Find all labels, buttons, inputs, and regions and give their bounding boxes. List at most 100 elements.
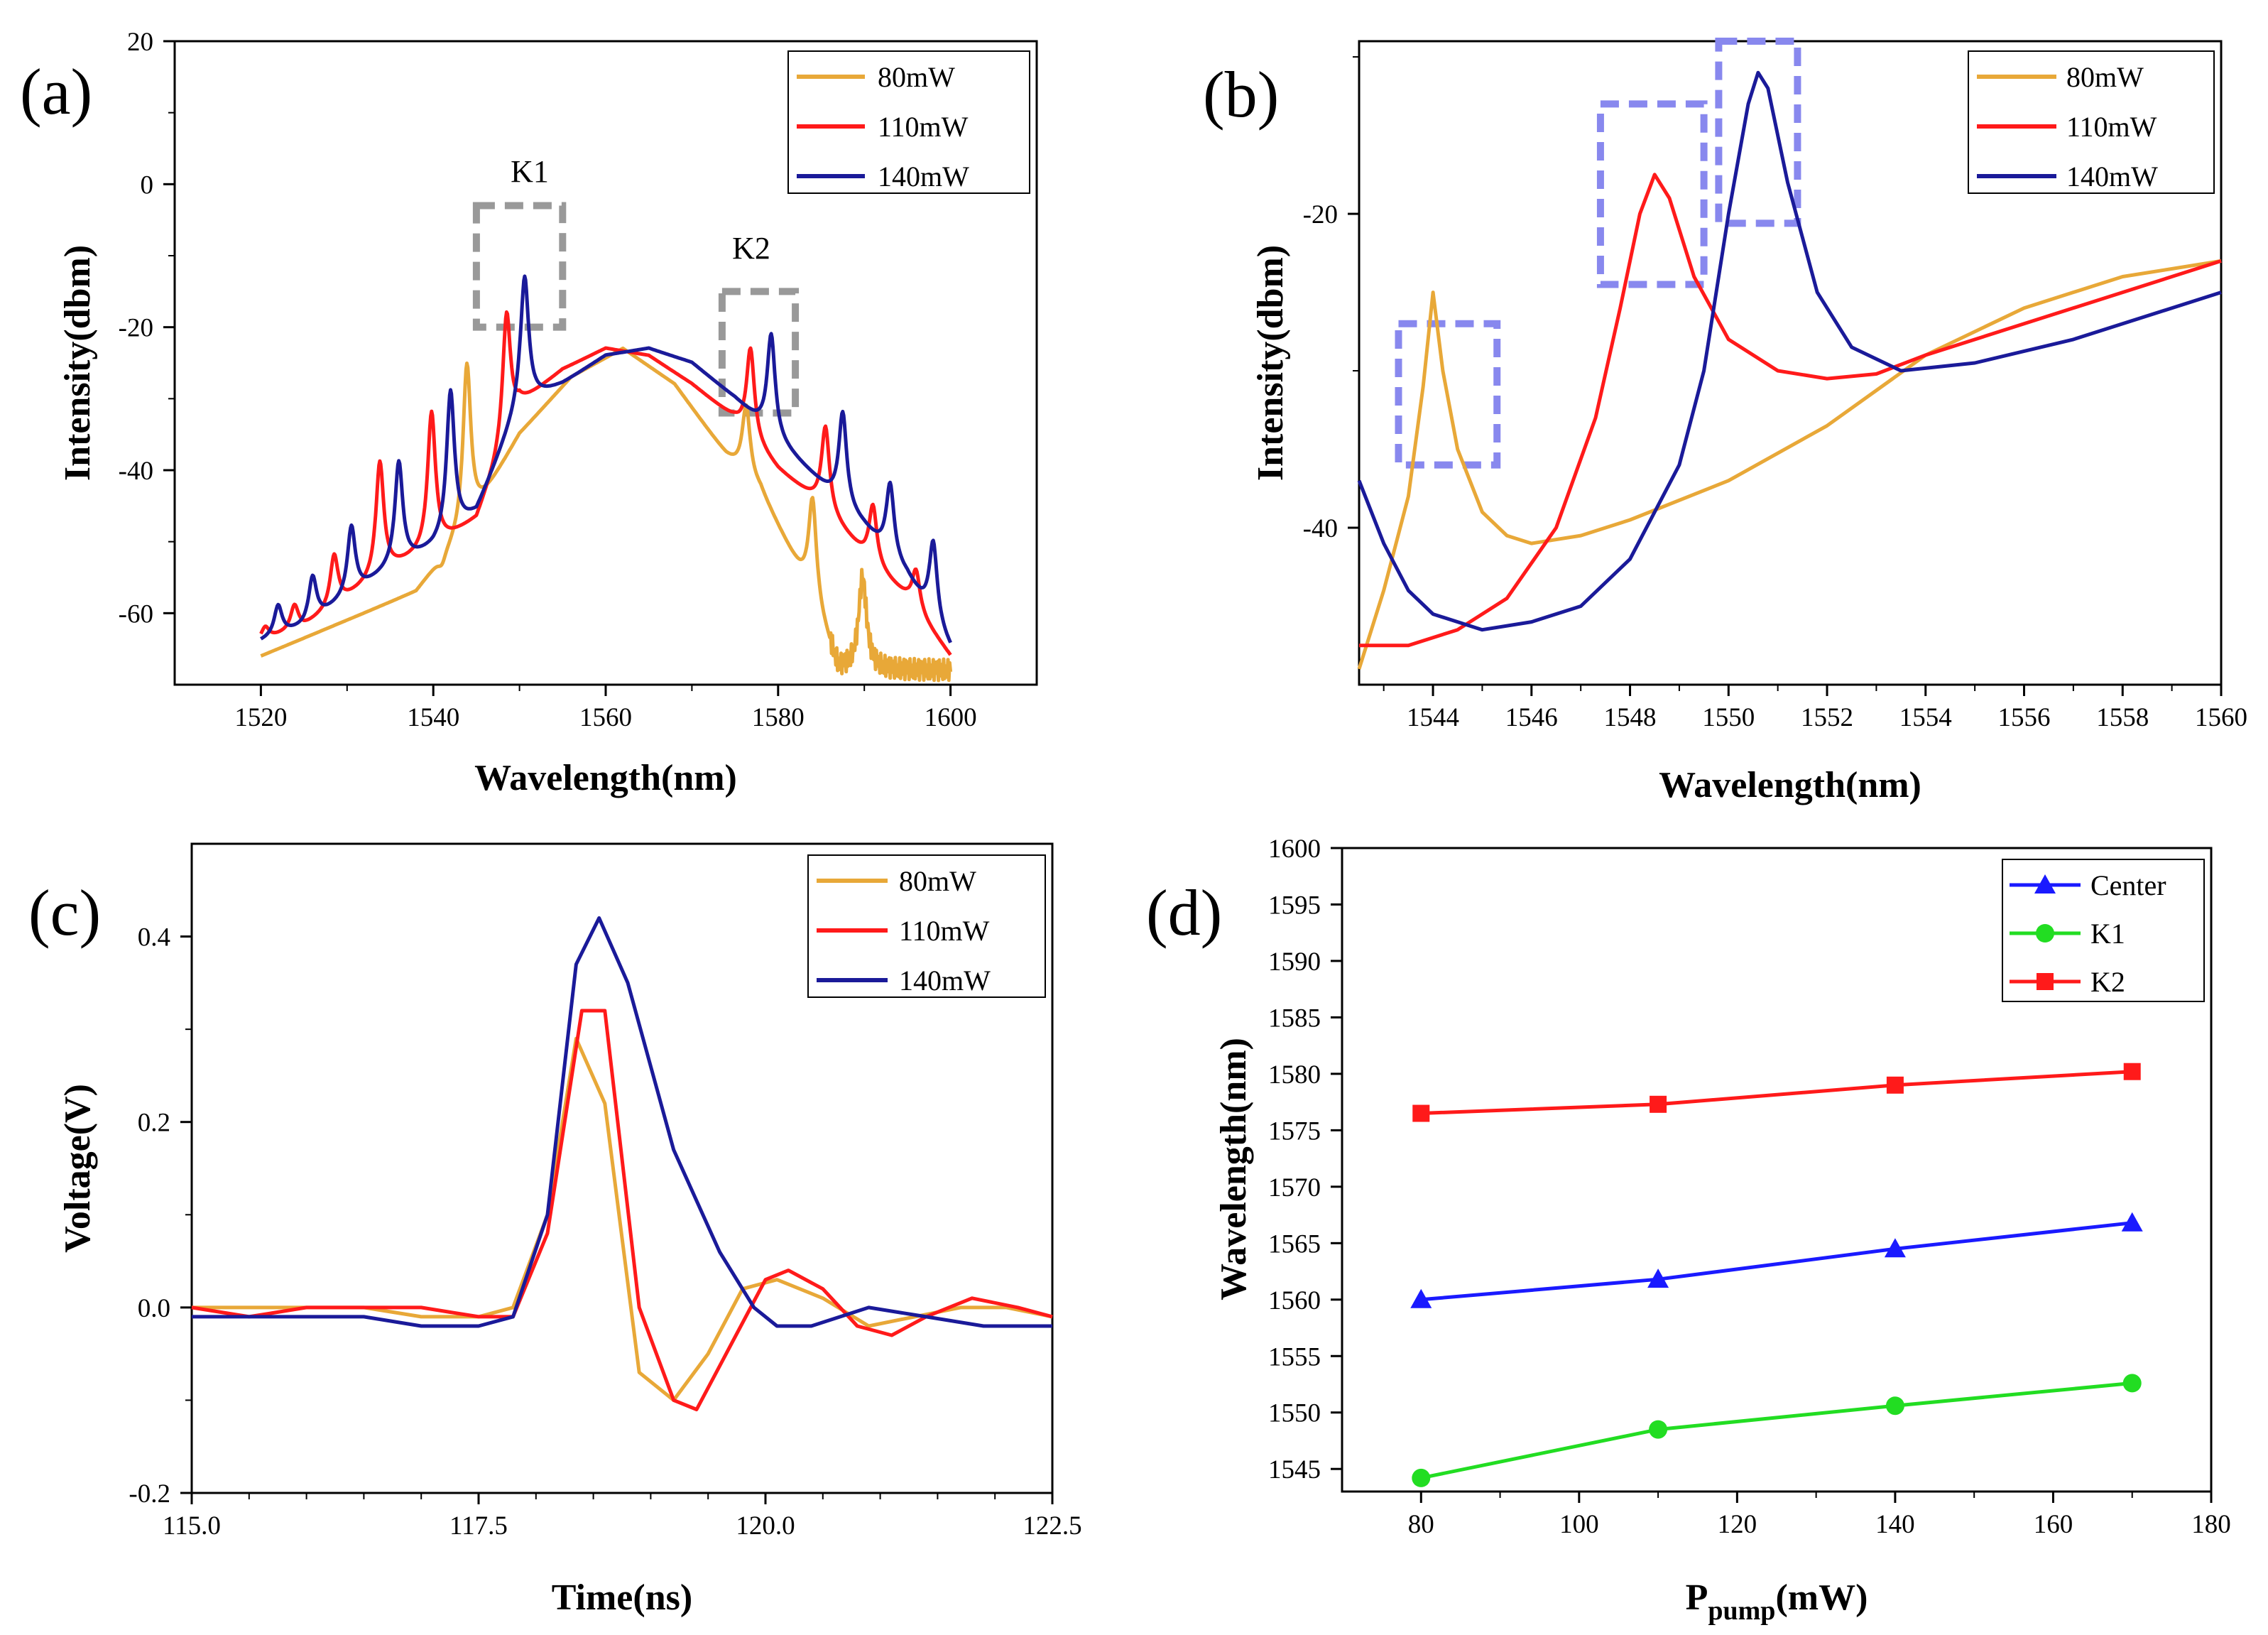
panel-d: (d) 80 100 120 140 160 180 1545 1550 1555 1560 156…	[1146, 835, 2231, 1626]
panel-d-xlabel-unit: (mW)	[1775, 1577, 1868, 1618]
panel-c-line-80mw	[192, 1036, 1053, 1402]
panel-b-legend-110mw: 110mW	[2066, 111, 2157, 143]
panel-a-box-1	[472, 202, 567, 331]
panel-a-line-80mw	[260, 346, 953, 683]
d-ytick-label: 1580	[1268, 1060, 1321, 1090]
panel-d-point-k2	[1886, 1076, 1904, 1094]
panel-c-line-110mw	[191, 1009, 1053, 1411]
d-xtick-label: 160	[2034, 1510, 2073, 1539]
panel-d-letter: (d)	[1146, 876, 1222, 949]
b-xtick-label: 1558	[2096, 703, 2149, 732]
panel-a-ylabel: Intensity(dbm)	[58, 245, 98, 481]
a-xtick-label: 1560	[579, 703, 632, 732]
b-xtick-label: 1548	[1604, 703, 1657, 732]
panel-d-series	[1410, 1063, 2143, 1487]
panel-b-line-110mw	[1359, 173, 2222, 648]
panel-d-point-k1	[1649, 1420, 1668, 1439]
a-ytick-label: 20	[127, 28, 153, 57]
panel-d-point-center	[1410, 1288, 1432, 1308]
panel-c-series	[191, 916, 1053, 1411]
b-ytick-label: -40	[1303, 514, 1338, 543]
panel-b-legend-140mw: 140mW	[2066, 161, 2158, 192]
a-xtick-label: 1520	[234, 703, 287, 732]
a-xtick-label: 1580	[752, 703, 805, 732]
panel-a-legend-110mw: 110mW	[878, 111, 969, 143]
panel-d-point-k2	[2123, 1063, 2141, 1080]
panel-c-xlabel: Time(ns)	[552, 1577, 692, 1618]
panel-c-legend: 80mW 110mW 140mW	[807, 854, 1046, 998]
panel-c: (c) 115.0 117.5 120.0 122.5 0.4 0.2 0.0 -0.2 80…	[28, 842, 1082, 1618]
b-xtick-label: 1550	[1702, 703, 1755, 732]
panel-d-point-k2	[1650, 1095, 1667, 1113]
panel-a-annotation-k2: K2	[732, 231, 770, 266]
b-xtick-label: 1556	[1998, 703, 2051, 732]
d-xtick-label: 80	[1408, 1510, 1434, 1539]
b-xtick-label: 1546	[1505, 703, 1558, 732]
panel-a-line-140mw	[260, 274, 952, 643]
c-ytick-label: 0.0	[138, 1294, 170, 1323]
panel-a-box-2	[718, 288, 800, 417]
panel-a-ticks	[163, 40, 952, 696]
panel-d-legend-marker-center	[2034, 874, 2056, 893]
a-ytick-label: 0	[141, 170, 154, 200]
panel-a-line-110mw	[259, 310, 952, 656]
panel-d-legend-box	[2002, 859, 2205, 1002]
panel-d-legend-k1: K1	[2090, 918, 2125, 950]
panel-c-frame	[190, 842, 1054, 1494]
d-xtick-label: 120	[1718, 1510, 1757, 1539]
a-xtick-label: 1540	[407, 703, 459, 732]
a-ytick-label: -20	[119, 314, 153, 343]
panel-d-legend-swatches	[2010, 874, 2081, 990]
d-ytick-label: 1560	[1268, 1286, 1321, 1315]
panel-b-box-1	[1395, 320, 1501, 469]
panel-d-point-center	[1884, 1238, 1906, 1258]
d-ytick-label: 1590	[1268, 947, 1321, 977]
d-ytick-label: 1550	[1268, 1399, 1321, 1428]
panel-b-ylabel: Intensity(dbm)	[1250, 245, 1291, 481]
panel-d-xlabel: Ppump(mW)	[1686, 1577, 1868, 1626]
panel-d-line-center	[1421, 1221, 2132, 1302]
panel-c-letter: (c)	[28, 876, 101, 949]
panel-a-annotation-k1: K1	[511, 154, 549, 189]
panel-b-series	[1357, 70, 2222, 670]
b-xtick-label: 1560	[2195, 703, 2247, 732]
panel-d-point-center	[2121, 1212, 2143, 1232]
panel-b-legend-80mw: 80mW	[2066, 61, 2144, 93]
panel-d-legend-center: Center	[2090, 869, 2166, 901]
panel-d-ylabel: Wavelength(nm)	[1214, 1038, 1254, 1300]
d-xtick-label: 180	[2191, 1510, 2231, 1539]
panel-b-line-80mw	[1357, 259, 2222, 670]
c-xtick-label: 122.5	[1023, 1511, 1081, 1541]
panel-b: (b) 1544 1546 1548 1550 1552 1554 1556 1558 1560…	[1203, 38, 2247, 805]
panel-a-legend-80mw: 80mW	[878, 61, 955, 93]
panel-a-letter: (a)	[20, 55, 92, 128]
d-ytick-label: 1595	[1268, 891, 1321, 920]
panel-d-tick-labels: 80 100 120 140 160 180 1545 1550 1555 1560 1565 157…	[1268, 835, 2231, 1539]
d-ytick-label: 1585	[1268, 1004, 1321, 1033]
c-ytick-label: 0.2	[138, 1109, 170, 1138]
panel-b-legend: 80mW 110mW 140mW	[1968, 50, 2215, 194]
d-ytick-label: 1545	[1268, 1455, 1321, 1484]
panel-d-xlabel-sub: pump	[1708, 1596, 1775, 1626]
panel-d-ticks	[1331, 847, 2213, 1503]
c-ytick-label: -0.2	[129, 1479, 170, 1509]
panel-b-highlight-boxes	[1395, 38, 1801, 469]
panel-d-point-k1	[1412, 1468, 1431, 1487]
panel-c-ylabel: Voltage(V)	[58, 1084, 98, 1253]
panel-d-point-center	[1647, 1269, 1669, 1288]
panel-d-frame	[1341, 847, 2213, 1493]
panel-d-line-k2	[1421, 1070, 2132, 1115]
c-xtick-label: 117.5	[449, 1511, 508, 1541]
panel-a-series	[259, 274, 953, 683]
panel-c-line-140mw	[192, 916, 1052, 1328]
c-ytick-label: 0.4	[138, 923, 170, 952]
b-xtick-label: 1552	[1801, 703, 1853, 732]
b-xtick-label: 1554	[1899, 703, 1952, 732]
panel-a-legend: 80mW 110mW 140mW	[787, 50, 1030, 194]
d-ytick-label: 1565	[1268, 1229, 1321, 1259]
panel-a-tick-labels: 1520 1540 1560 1580 1600 20 0 -20 -40 -60	[119, 28, 977, 732]
b-ytick-label: -20	[1303, 200, 1338, 229]
panel-b-letter: (b)	[1203, 58, 1279, 131]
